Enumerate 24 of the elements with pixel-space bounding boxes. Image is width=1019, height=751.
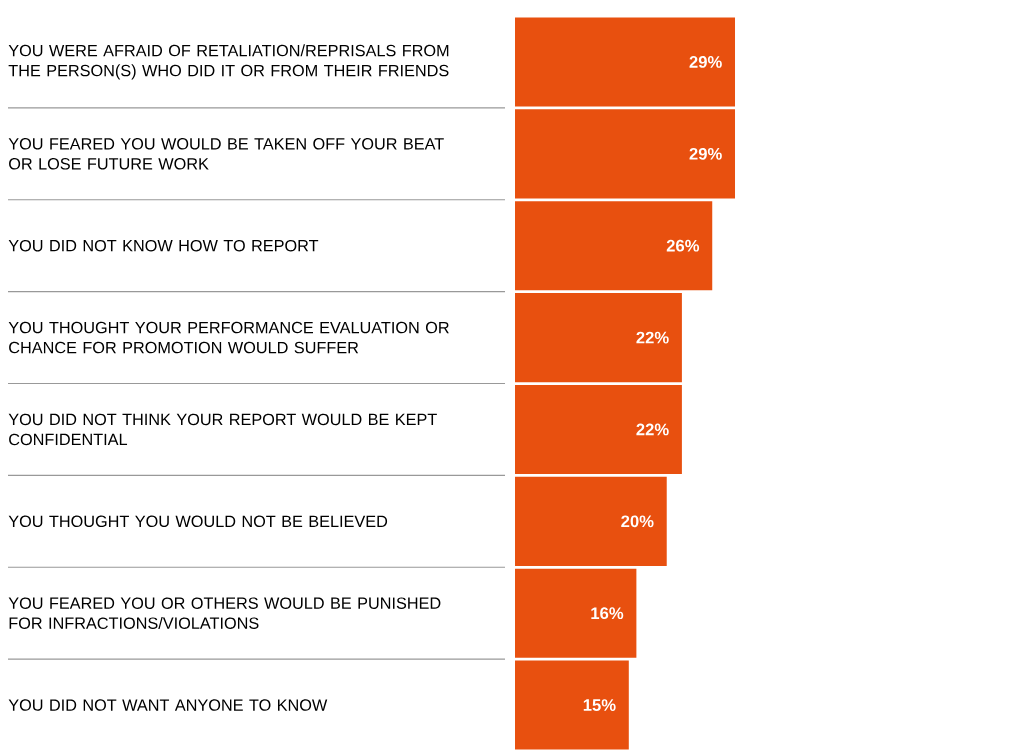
bar	[515, 201, 713, 291]
y-tick-label: YOU THOUGHT YOU WOULD NOT BE BELIEVED	[8, 515, 388, 528]
y-tick-label: YOU FEARED YOU WOULD BE TAKEN OFF YOUR BEAT OR LOSE FUTURE WORK	[8, 138, 444, 170]
data-label: 20%	[621, 515, 654, 528]
bar	[515, 568, 637, 658]
data-label: 22%	[636, 423, 669, 436]
y-tick-label: YOU THOUGHT YOUR PERFORMANCE EVALUATION OR CHANCE FOR PROMOTION WOULD SUFFER	[8, 321, 449, 354]
data-label: 29%	[689, 147, 722, 160]
y-tick-label: YOU FEARED YOU OR OTHERS WOULD BE PUNISHED FOR INFRACTIONS/VIOLATIONS	[8, 597, 441, 629]
bar	[515, 660, 629, 750]
data-label: 15%	[583, 699, 616, 711]
bar	[515, 109, 736, 199]
y-tick-label: YOU DID NOT THINK YOUR REPORT WOULD BE KEPT CONFIDENTIAL	[8, 413, 437, 446]
data-label: 22%	[636, 331, 669, 344]
bar	[515, 17, 736, 107]
data-label: 16%	[591, 607, 624, 620]
bar	[515, 384, 682, 474]
bar	[515, 293, 682, 383]
data-label: 29%	[689, 56, 722, 68]
bar	[515, 476, 667, 566]
y-tick-label: YOU DID NOT WANT ANYONE TO KNOW	[8, 699, 328, 711]
y-tick-label: YOU WERE AFRAID OF RETALIATION/REPRISALS FROM THE PERSON(S) WHO DID IT OR FROM THEIR FRIENDS	[8, 44, 449, 80]
data-label: 26%	[666, 239, 700, 252]
y-tick-label: YOU DID NOT KNOW HOW TO REPORT	[8, 239, 319, 252]
